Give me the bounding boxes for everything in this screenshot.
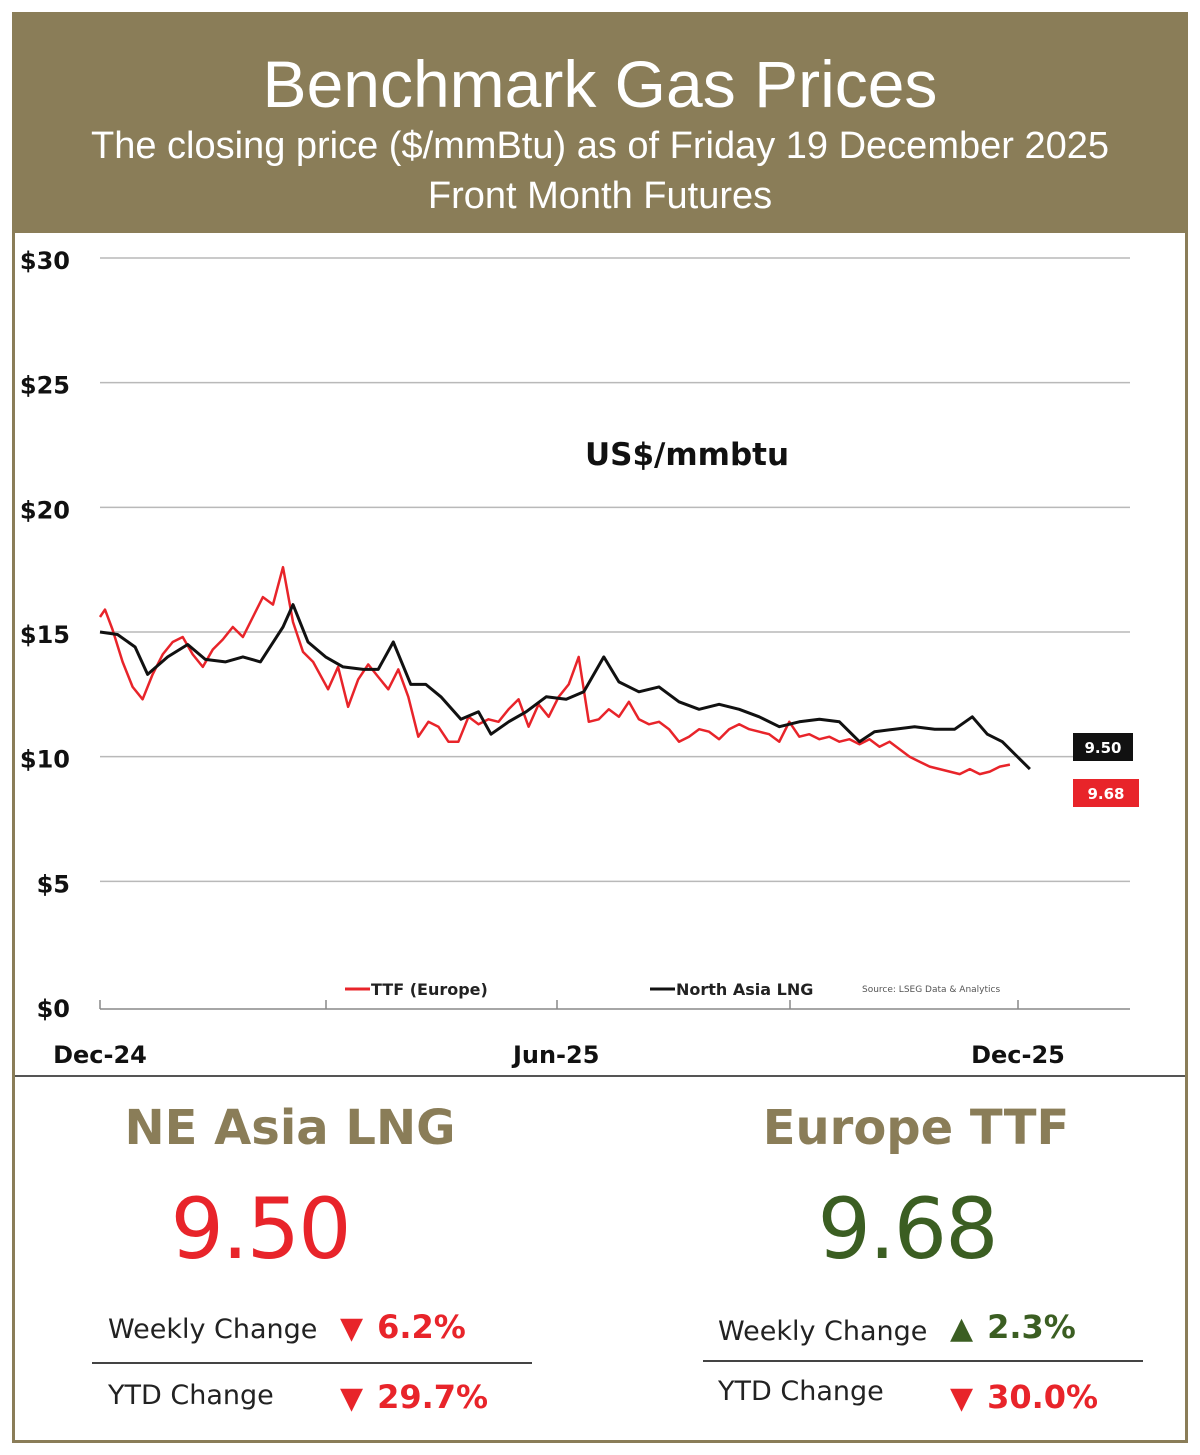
series-end-labels: 9.68 9.50: [1073, 733, 1139, 807]
ytd-direction-icon: ▼: [340, 1381, 364, 1416]
end-label-box: [1073, 733, 1133, 761]
y-tick-label: $30: [20, 247, 70, 275]
weekly-direction-icon: ▲: [950, 1311, 974, 1346]
chart-legend: TTF (Europe) North Asia LNG: [345, 980, 813, 999]
legend-label: TTF (Europe): [371, 980, 488, 999]
y-tick-label: $25: [20, 372, 70, 400]
source-note: Source: LSEG Data & Analytics: [862, 985, 1000, 995]
series-ttf-europe: [98, 565, 1011, 776]
ytd-change-percent: 29.7%: [377, 1378, 489, 1416]
y-axis-ticks: $0 $5 $10 $15 $20 $25 $30: [20, 247, 70, 1023]
panel-title: NE Asia LNG: [124, 1100, 456, 1156]
header-banner: Benchmark Gas Prices The closing price (…: [15, 15, 1185, 233]
ytd-change-label: YTD Change: [108, 1380, 274, 1411]
end-label: 9.50: [1084, 739, 1121, 757]
weekly-direction-icon: ▼: [340, 1311, 364, 1346]
x-tick-label: Dec-24: [53, 1041, 147, 1069]
page-subtitle: The closing price ($/mmBtu) as of Friday…: [91, 125, 1109, 167]
x-tick-label: Dec-25: [971, 1041, 1065, 1069]
ytd-change-value: ▼ 30.0%: [950, 1378, 1098, 1416]
x-axis: Dec-24 Jun-25 Dec-25: [53, 1000, 1130, 1069]
legend-label: North Asia LNG: [676, 980, 813, 999]
weekly-change-percent: 2.3%: [987, 1308, 1076, 1346]
weekly-change-value: ▼ 6.2%: [340, 1308, 466, 1346]
panel-price-value: 9.50: [170, 1180, 351, 1278]
y-tick-label: $20: [20, 496, 70, 524]
ytd-change-label: YTD Change: [718, 1376, 884, 1407]
ytd-direction-icon: ▼: [950, 1381, 974, 1416]
chart-grid: [100, 257, 1130, 883]
ytd-change-value: ▼ 29.7%: [340, 1378, 488, 1416]
weekly-change-value: ▲ 2.3%: [950, 1308, 1076, 1346]
series-lines: [98, 565, 1031, 776]
weekly-change-percent: 6.2%: [377, 1308, 466, 1346]
panel-price-value: 9.68: [817, 1180, 998, 1278]
page-title: Benchmark Gas Prices: [262, 47, 938, 121]
y-tick-label: $10: [20, 746, 70, 774]
end-label: 9.68: [1087, 785, 1124, 803]
section-divider: [15, 1075, 1185, 1077]
end-label-box: [1073, 779, 1139, 807]
weekly-change-label: Weekly Change: [108, 1314, 318, 1345]
infographic-frame: [12, 12, 1188, 1443]
price-line-chart: $0 $5 $10 $15 $20 $25 $30 Dec-24 Jun-25 Dec-25 U…: [20, 247, 1139, 1069]
page-subtitle-futures: Front Month Futures: [427, 175, 773, 217]
ytd-change-percent: 30.0%: [987, 1378, 1099, 1416]
series-north-asia-lng: [99, 603, 1031, 771]
weekly-change-label: Weekly Change: [718, 1316, 928, 1347]
chart-title: US$/mmbtu: [585, 437, 789, 473]
x-tick-label: Jun-25: [511, 1041, 599, 1069]
panel-rule: [703, 1360, 1143, 1362]
y-tick-label: $5: [37, 870, 70, 898]
y-tick-label: $0: [37, 995, 70, 1023]
panel-title: Europe TTF: [762, 1100, 1070, 1156]
y-tick-label: $15: [20, 621, 70, 649]
panel-rule: [92, 1362, 532, 1364]
